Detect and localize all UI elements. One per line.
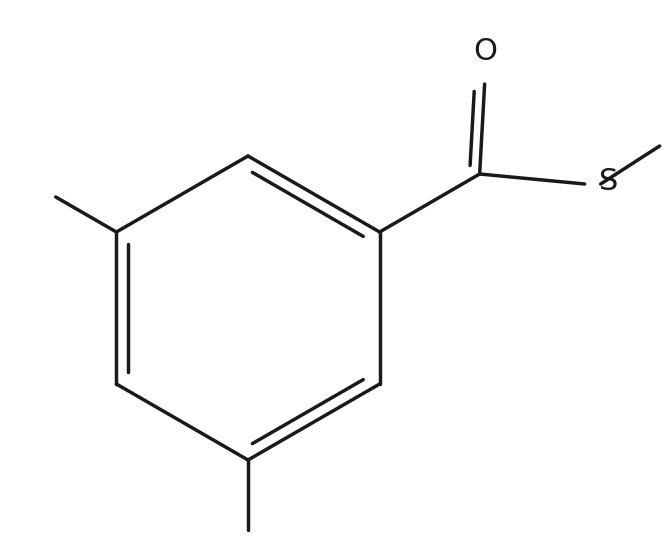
Text: S: S xyxy=(599,167,618,197)
Text: O: O xyxy=(474,37,498,66)
